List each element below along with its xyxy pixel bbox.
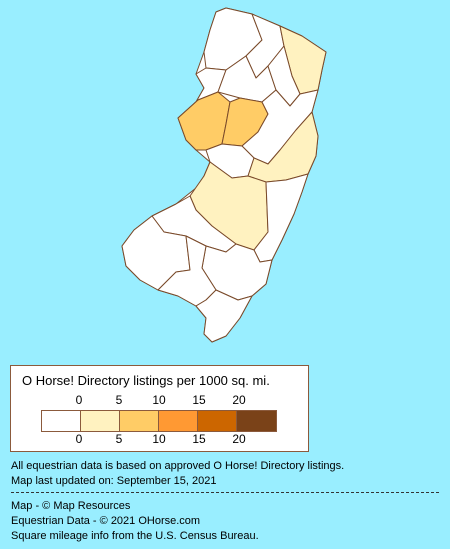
legend-title: O Horse! Directory listings per 1000 sq.… — [22, 373, 270, 388]
new-jersey-map — [121, 7, 327, 343]
equestrian-data-credit: Equestrian Data - © 2021 OHorse.com — [11, 515, 201, 527]
legend-color-scale — [41, 410, 277, 432]
legend-bottom-tick: 5 — [115, 432, 123, 446]
legend-top-tick: 10 — [152, 393, 166, 407]
divider — [11, 492, 439, 493]
county-ocean — [253, 173, 309, 263]
legend-bottom-tick: 15 — [192, 432, 206, 446]
legend-swatch — [81, 411, 120, 431]
legend-swatch — [198, 411, 237, 431]
legend-swatch — [237, 411, 276, 431]
legend-bottom-tick: 0 — [75, 432, 83, 446]
legend-top-tick: 0 — [75, 393, 83, 407]
county-shapes — [121, 7, 327, 343]
legend-top-tick: 15 — [192, 393, 206, 407]
map-credit: Map - © Map Resources — [11, 500, 131, 512]
data-source-note: All equestrian data is based on approved… — [11, 460, 345, 472]
legend-box: O Horse! Directory listings per 1000 sq.… — [10, 365, 309, 452]
legend-swatch — [120, 411, 159, 431]
legend-top-tick: 5 — [115, 393, 123, 407]
last-updated-note: Map last updated on: September 15, 2021 — [11, 475, 217, 487]
legend-top-tick: 20 — [232, 393, 246, 407]
census-credit: Square mileage info from the U.S. Census… — [11, 530, 259, 542]
county-cape-may — [195, 289, 253, 343]
legend-bottom-tick: 10 — [152, 432, 166, 446]
legend-bottom-tick: 20 — [232, 432, 246, 446]
legend-swatch — [159, 411, 198, 431]
legend-swatch — [42, 411, 81, 431]
